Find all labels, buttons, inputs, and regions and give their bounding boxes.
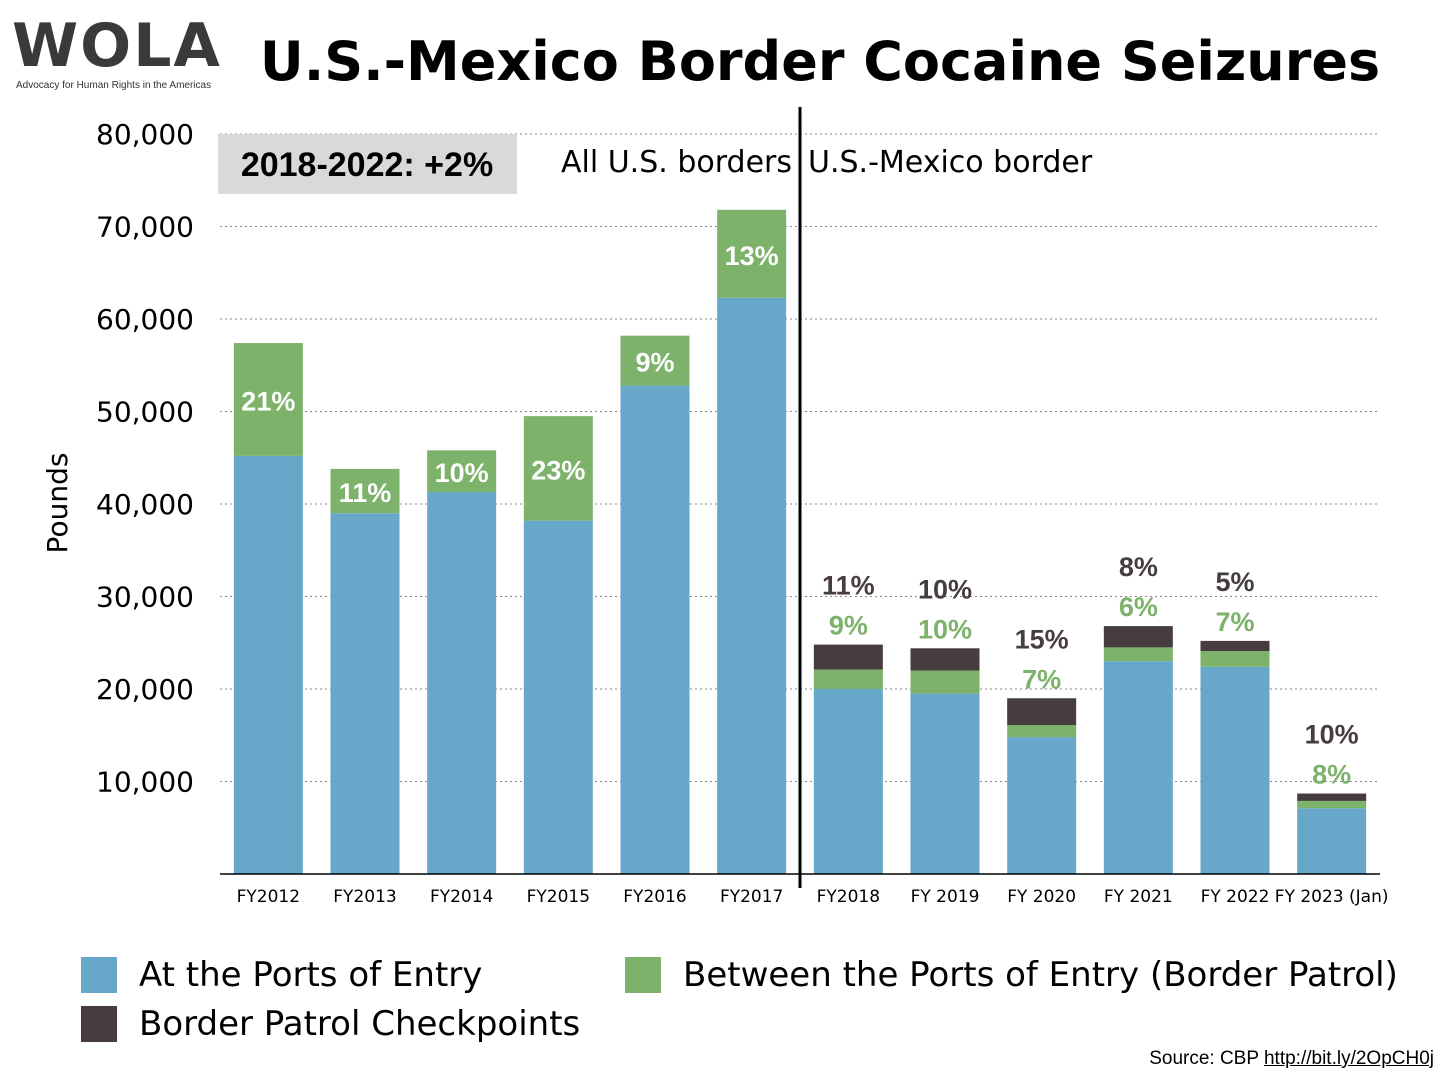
data-label-checkpoints: 5% (1215, 567, 1254, 597)
bar-segment-checkpoints (1103, 626, 1173, 648)
y-tick-label: 60,000 (96, 303, 194, 336)
bar-segment-checkpoints (813, 644, 883, 670)
wola-logo: WOLA Advocacy for Human Rights in the Am… (12, 14, 242, 96)
bar-segment-between (523, 416, 593, 521)
stacked-bar-chart: 10,000 20,000 30,000 40,000 50,000 60,000 70,0… (41, 107, 1389, 907)
legend-swatch-checkpoints (81, 1006, 117, 1042)
bar-segment-between (813, 669, 883, 689)
y-tick-label: 80,000 (96, 118, 194, 151)
data-label-between: 23% (531, 455, 585, 485)
x-tick-label: FY2017 (720, 887, 783, 907)
data-label-between: 7% (1215, 607, 1254, 637)
bar-segment-between (233, 343, 303, 456)
bar-labels: 21% 11% 10% 23% 9% 13% 9% 11% 10% 10% 7% 15% 6% 8% 7% 5… (241, 241, 1358, 790)
bar-segment-between (1007, 725, 1077, 738)
bar-segment-checkpoints (1007, 698, 1077, 726)
legend-label-between: Between the Ports of Entry (Border Patro… (683, 955, 1398, 995)
bar-segment-ports (910, 693, 980, 874)
logo-tagline: Advocacy for Human Rights in the America… (16, 80, 212, 91)
logo-wordmark: WOLA (12, 11, 222, 81)
bar-segment-ports (1297, 808, 1367, 874)
data-label-between: 9% (635, 348, 674, 378)
bar-segment-between (1103, 647, 1173, 662)
divider-label-right: U.S.-Mexico border (808, 145, 1093, 180)
data-label-between: 6% (1119, 592, 1158, 622)
x-tick-label: FY 2023 (Jan) (1275, 887, 1389, 907)
data-label-between: 21% (241, 386, 295, 416)
x-tick-label: FY 2020 (1007, 887, 1076, 907)
y-tick-label: 40,000 (96, 488, 194, 521)
data-label-checkpoints: 11% (822, 571, 875, 601)
legend-item-between: Between the Ports of Entry (Border Patro… (625, 955, 1398, 995)
legend-item-ports: At the Ports of Entry (81, 955, 482, 995)
legend-label-checkpoints: Border Patrol Checkpoints (139, 1004, 581, 1044)
data-label-between: 9% (829, 611, 868, 641)
data-label-between: 13% (725, 241, 779, 271)
x-tick-label: FY 2022 (1201, 887, 1270, 907)
bar-segment-between (1200, 651, 1270, 667)
data-label-checkpoints: 15% (1015, 624, 1069, 654)
data-label-checkpoints: 10% (1305, 720, 1359, 750)
legend-swatch-ports (81, 957, 117, 993)
x-tick-label: FY2013 (333, 887, 396, 907)
bar-segment-checkpoints (1200, 640, 1270, 652)
chart-title: U.S.-Mexico Border Cocaine Seizures (259, 30, 1381, 93)
x-tick-label: FY2015 (527, 887, 590, 907)
x-tick-label: FY2016 (623, 887, 686, 907)
y-tick-label: 10,000 (96, 766, 194, 799)
bar-segment-ports (1007, 737, 1077, 874)
y-axis-label: Pounds (41, 453, 74, 554)
data-label-checkpoints: 8% (1119, 552, 1158, 582)
bar-segment-ports (813, 689, 883, 874)
data-label-between: 10% (435, 458, 489, 488)
annotation-text: 2018-2022: +2% (241, 146, 493, 184)
bar-segment-between (910, 670, 980, 694)
x-axis-ticks: FY2012 FY2013 FY2014 FY2015 FY2016 FY2017 FY20… (237, 887, 1389, 907)
data-label-between: 7% (1022, 664, 1061, 694)
bar-segment-between (330, 468, 400, 514)
bar-segment-between (427, 450, 497, 492)
x-tick-label: FY2018 (817, 887, 880, 907)
data-label-checkpoints: 10% (918, 574, 972, 604)
source-label: Source: CBP (1149, 1048, 1259, 1069)
legend-label-ports: At the Ports of Entry (139, 955, 483, 995)
y-tick-label: 50,000 (96, 396, 194, 429)
y-tick-label: 30,000 (96, 581, 194, 614)
bar-segment-ports (427, 491, 497, 874)
data-label-between: 10% (918, 614, 972, 644)
bar-segment-checkpoints (1297, 793, 1367, 801)
y-axis-ticks: 10,000 20,000 30,000 40,000 50,000 60,000 70,0… (96, 118, 194, 799)
x-tick-label: FY 2021 (1104, 887, 1173, 907)
bar-segment-ports (1200, 666, 1270, 874)
annotation-box (218, 134, 517, 194)
bar-segment-ports (620, 385, 690, 874)
source-note: Source: CBP http://bit.ly/2OpCH0j (1149, 1048, 1434, 1070)
source-link[interactable]: http://bit.ly/2OpCH0j (1263, 1048, 1434, 1069)
divider-label-left: All U.S. borders (561, 145, 792, 180)
data-label-between: 11% (339, 478, 392, 508)
x-tick-label: FY 2019 (911, 887, 980, 907)
data-label-between: 8% (1312, 760, 1351, 790)
bar-segment-ports (717, 297, 787, 875)
bar-segment-between (620, 335, 690, 386)
bar-segment-ports (330, 513, 400, 874)
x-tick-label: FY2012 (237, 887, 300, 907)
bar-segment-ports (233, 455, 303, 874)
x-tick-label: FY2014 (430, 887, 493, 907)
y-tick-label: 20,000 (96, 673, 194, 706)
legend-swatch-between (625, 957, 661, 993)
bar-segment-between (1297, 800, 1367, 809)
bar-segment-ports (523, 520, 593, 874)
bars (233, 209, 1367, 875)
legend-item-checkpoints: Border Patrol Checkpoints (81, 1004, 580, 1044)
bar-segment-ports (1103, 661, 1173, 874)
y-tick-label: 70,000 (96, 211, 194, 244)
bar-segment-between (717, 209, 787, 298)
bar-segment-checkpoints (910, 648, 980, 671)
